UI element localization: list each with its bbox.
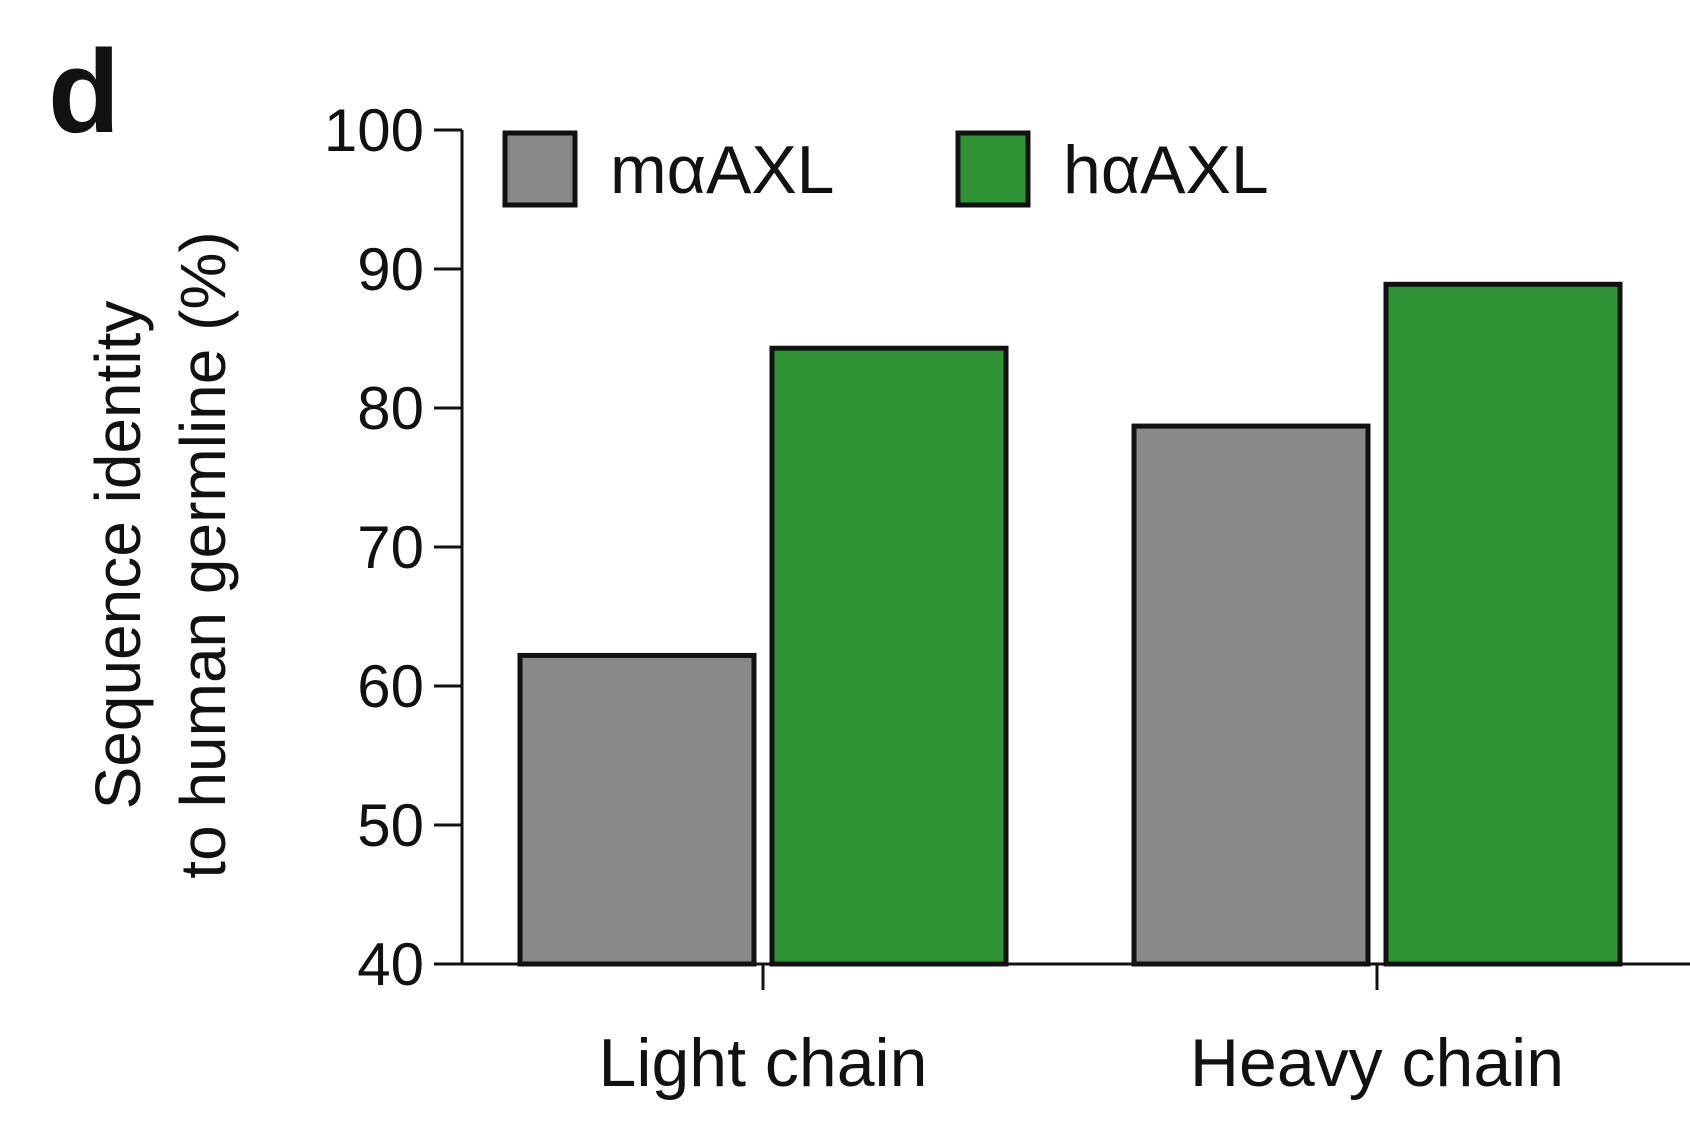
legend-label-0: mαAXL <box>610 132 835 208</box>
x-category-label-0: Light chain <box>599 1025 928 1101</box>
y-tick-label-6: 100 <box>324 97 424 164</box>
x-category-label-1: Heavy chain <box>1190 1025 1564 1101</box>
panel-label: d <box>48 26 120 158</box>
y-axis-title-line2: to human germline (%) <box>167 231 239 878</box>
legend: mαAXL hαAXL <box>502 130 1269 208</box>
y-axis-ticks: 40 50 60 70 80 90 100 <box>324 97 462 998</box>
y-tick-label-0: 40 <box>357 931 424 998</box>
y-tick-label-4: 80 <box>357 375 424 442</box>
x-axis-categories: Light chain Heavy chain <box>599 964 1564 1101</box>
legend-swatch-0 <box>502 130 578 208</box>
bar-maxl-heavy-chain <box>1131 423 1371 967</box>
bar-haxl-heavy-chain <box>1383 281 1623 967</box>
y-axis-title: Sequence identity to human germline (%) <box>82 231 239 878</box>
legend-label-1: hαAXL <box>1063 132 1269 208</box>
y-tick-label-3: 70 <box>357 514 424 581</box>
y-tick-label-2: 60 <box>357 653 424 720</box>
bar-haxl-light-chain <box>769 345 1009 967</box>
bars-group <box>517 281 1623 967</box>
bar-maxl-light-chain <box>517 652 757 967</box>
y-tick-label-1: 50 <box>357 792 424 859</box>
y-axis-title-line1: Sequence identity <box>82 301 154 810</box>
legend-swatch-1 <box>955 130 1031 208</box>
y-tick-label-5: 90 <box>357 236 424 303</box>
